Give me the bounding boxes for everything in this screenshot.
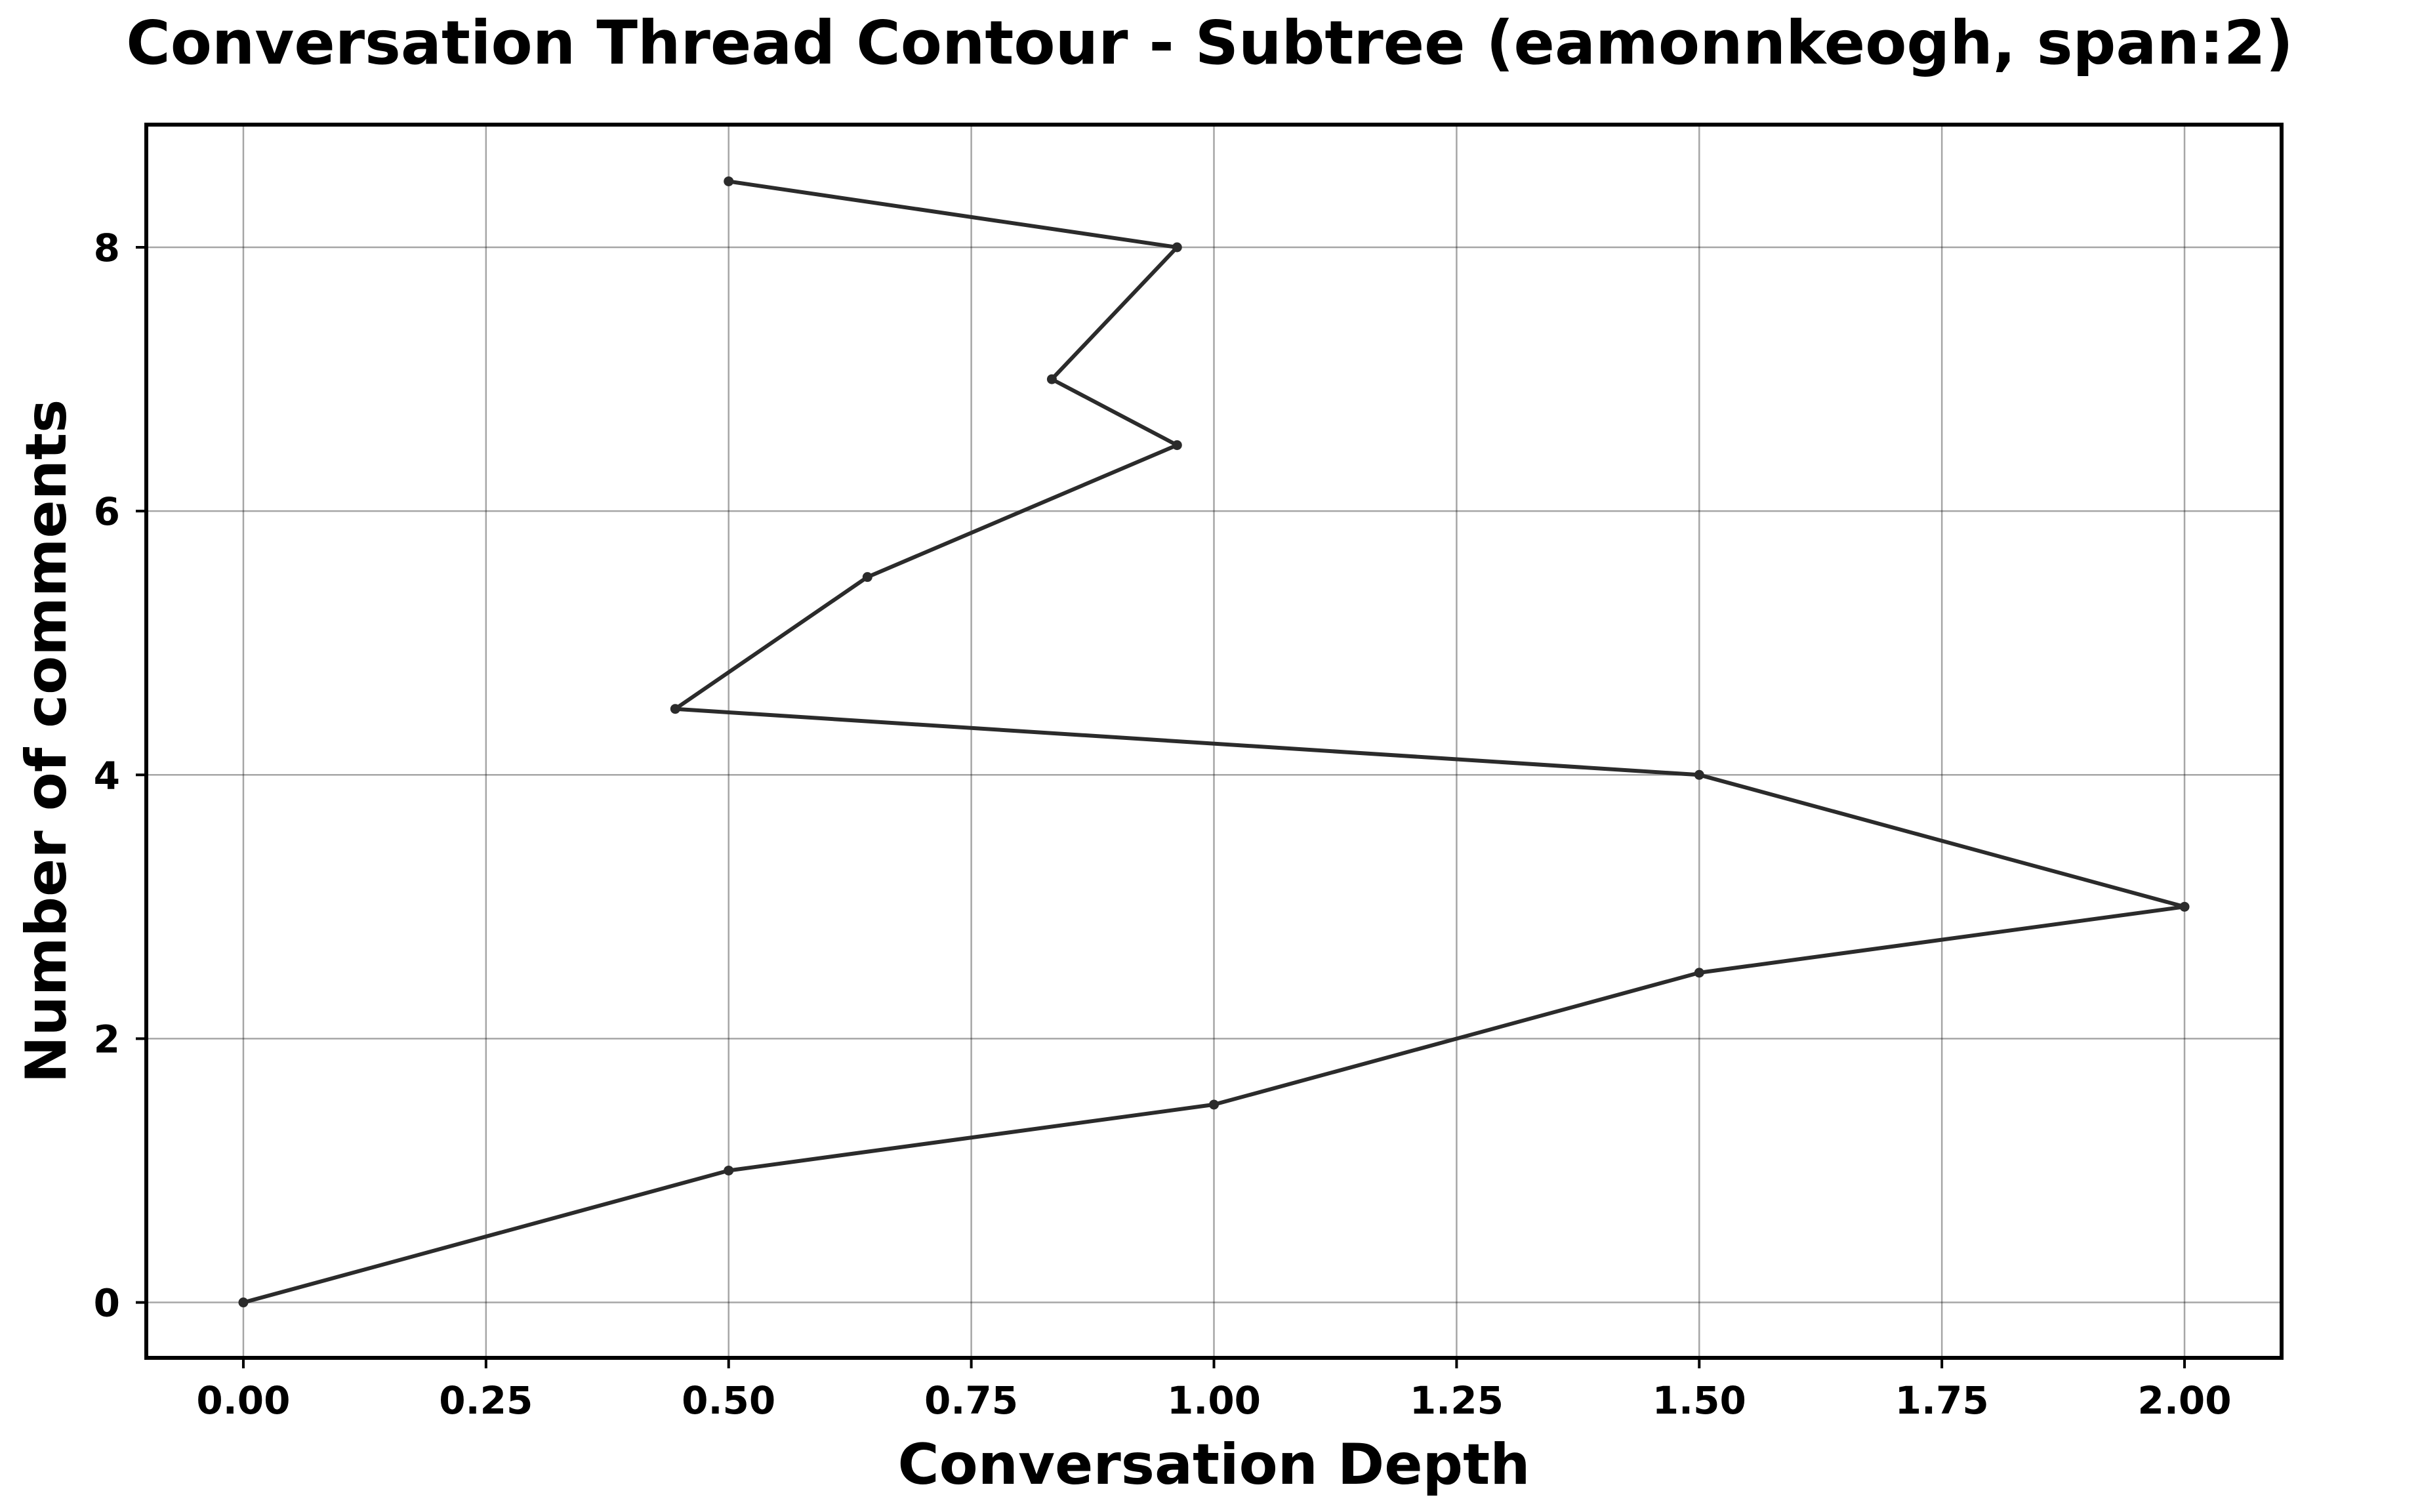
y-tick-label: 6 <box>94 489 120 534</box>
data-point <box>670 704 680 714</box>
x-tick-label: 0.50 <box>682 1378 775 1423</box>
y-tick-label: 4 <box>94 753 120 798</box>
x-tick-label: 2.00 <box>2137 1378 2231 1423</box>
x-tick-label: 1.50 <box>1652 1378 1746 1423</box>
series-layer <box>238 176 2190 1308</box>
x-tick-label: 1.25 <box>1410 1378 1504 1423</box>
axis-ticks: 0.00 0.25 0.50 0.75 1.00 1.25 1.50 1.75 2.00 0 2 4 6… <box>94 226 2232 1423</box>
x-tick-label: 1.75 <box>1895 1378 1989 1423</box>
data-point <box>862 572 872 582</box>
data-point <box>1172 242 1182 253</box>
x-tick-label: 0.00 <box>196 1378 290 1423</box>
data-point <box>1209 1099 1219 1110</box>
data-point <box>2179 901 2190 912</box>
data-point <box>1694 769 1704 780</box>
data-point <box>724 176 734 186</box>
y-tick-label: 2 <box>94 1017 120 1061</box>
grid <box>146 125 2282 1358</box>
x-tick-label: 0.25 <box>439 1378 533 1423</box>
y-tick-label: 8 <box>94 226 120 270</box>
x-axis-label: Conversation Depth <box>898 1432 1530 1498</box>
plot-frame <box>144 123 2284 1360</box>
data-point <box>1046 374 1057 384</box>
data-point <box>238 1297 249 1308</box>
data-point <box>724 1165 734 1175</box>
y-tick-label: 0 <box>94 1281 120 1326</box>
y-axis-label: Number of comments <box>14 399 79 1084</box>
data-point <box>1172 440 1182 451</box>
x-tick-label: 1.00 <box>1167 1378 1261 1423</box>
x-tick-label: 0.75 <box>924 1378 1018 1423</box>
chart-title: Conversation Thread Contour - Subtree (e… <box>126 8 2293 78</box>
data-point <box>1694 968 1704 978</box>
series-line <box>241 179 2186 1305</box>
